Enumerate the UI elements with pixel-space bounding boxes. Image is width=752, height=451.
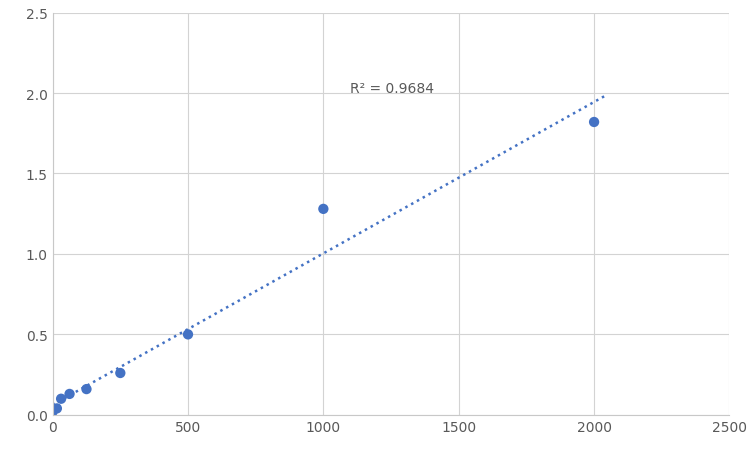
Point xyxy=(588,119,600,126)
Point xyxy=(182,331,194,338)
Point xyxy=(63,391,75,398)
Text: R² = 0.9684: R² = 0.9684 xyxy=(350,82,435,96)
Point xyxy=(51,405,63,412)
Point xyxy=(55,395,67,402)
Point xyxy=(47,408,59,415)
Point xyxy=(114,369,126,377)
Point xyxy=(317,206,329,213)
Point xyxy=(80,386,92,393)
